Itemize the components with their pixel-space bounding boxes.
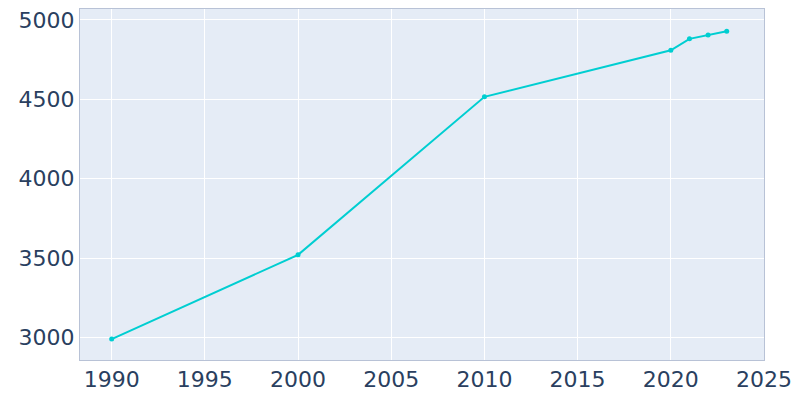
svg-text:2000: 2000 (270, 367, 326, 392)
svg-text:1990: 1990 (84, 367, 140, 392)
svg-text:2005: 2005 (363, 367, 419, 392)
svg-text:4000: 4000 (19, 166, 75, 191)
svg-text:2015: 2015 (550, 367, 606, 392)
svg-text:2025: 2025 (736, 367, 792, 392)
svg-text:3500: 3500 (19, 246, 75, 271)
svg-text:3000: 3000 (19, 325, 75, 350)
svg-text:2020: 2020 (643, 367, 699, 392)
svg-text:4500: 4500 (19, 87, 75, 112)
svg-text:2010: 2010 (456, 367, 512, 392)
svg-text:5000: 5000 (19, 7, 75, 32)
svg-text:1995: 1995 (177, 367, 233, 392)
